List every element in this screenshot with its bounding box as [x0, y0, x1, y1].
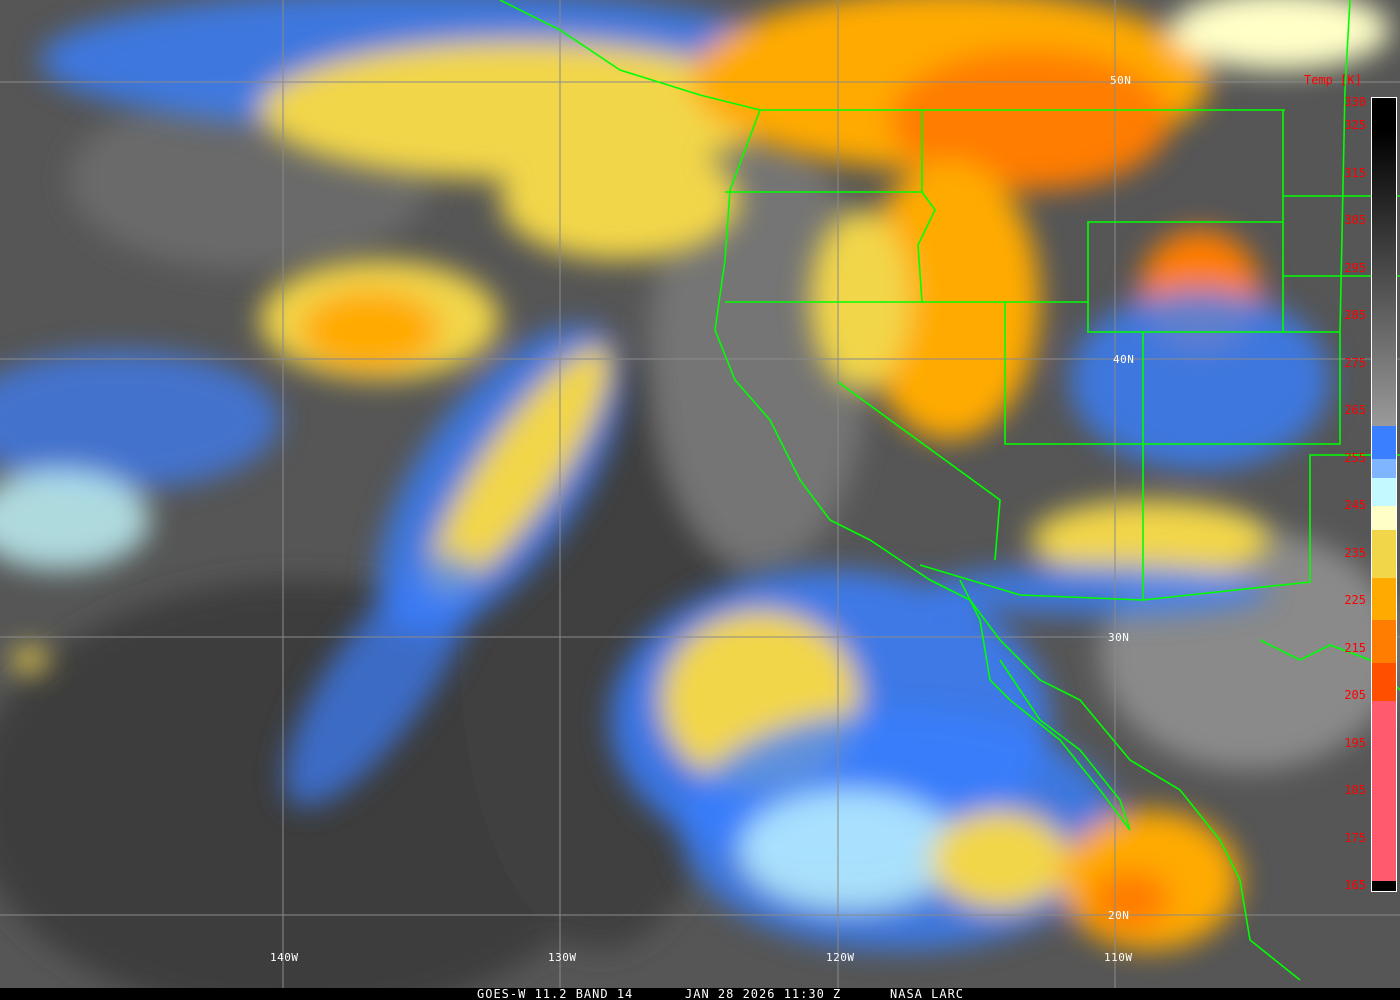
colorbar-tick-label: 330: [1344, 95, 1366, 109]
colorbar-tick-label: 235: [1344, 545, 1366, 560]
colorbar-tick-label: 245: [1344, 498, 1366, 513]
colorbar-tick-label: 205: [1344, 688, 1366, 703]
colorbar-segment: [1372, 425, 1396, 459]
colorbar-segment: [1372, 577, 1396, 621]
colorbar-segment: [1372, 458, 1396, 478]
colorbar-tick-label: 185: [1344, 783, 1366, 798]
colorbar-segment: [1372, 620, 1396, 664]
colorbar-segment: [1372, 701, 1396, 882]
image-caption: GOES-W 11.2 BAND 14 JAN 28 2026 11:30 Z …: [0, 988, 1400, 1000]
baja-coast: [959, 579, 1131, 831]
colorbar-segment: [1372, 530, 1396, 578]
colorbar-segment: [1372, 506, 1396, 531]
temperature-colorbar: [1371, 97, 1397, 892]
colorbar-segment: [1372, 477, 1396, 507]
colorbar-title: Temp [K]: [1304, 73, 1362, 87]
colorbar-tick-label: 285: [1344, 308, 1366, 323]
lat-label-40n: 40N: [1113, 353, 1135, 366]
colorbar-tick-label: 175: [1344, 830, 1366, 845]
colorbar-tick-label: 265: [1344, 403, 1366, 418]
lon-label-110w: 110W: [1104, 951, 1133, 964]
colorbar-tick-label: 195: [1344, 735, 1366, 750]
lat-label-30n: 30N: [1108, 631, 1130, 644]
colorbar-tick-label: 165: [1344, 878, 1366, 893]
colorbar-tick-label: 225: [1344, 593, 1366, 608]
lat-label-50n: 50N: [1110, 74, 1132, 87]
colorbar-tick-label: 275: [1344, 355, 1366, 370]
colorbar-tick-label: 255: [1344, 450, 1366, 465]
lon-label-120w: 120W: [826, 951, 855, 964]
political-borders: [499, 0, 1400, 981]
caption-satellite: GOES-W 11.2 BAND 14: [477, 987, 634, 1000]
cloud-tops: [0, 0, 1390, 950]
colorbar-segment: [1372, 98, 1396, 426]
lon-label-130w: 130W: [548, 951, 577, 964]
colorbar-tick-label: 215: [1344, 640, 1366, 655]
colorbar-tick-label: 305: [1344, 213, 1366, 228]
caption-credit: NASA LARC: [890, 987, 965, 1000]
lat-label-20n: 20N: [1108, 909, 1130, 922]
colorbar-tick-label: 325: [1344, 118, 1366, 133]
colorbar-segment: [1372, 663, 1396, 702]
caption-datetime: JAN 28 2026 11:30 Z: [685, 987, 842, 1000]
colorbar-tick-label: 295: [1344, 260, 1366, 275]
lon-label-140w: 140W: [270, 951, 299, 964]
colorbar-tick-label: 315: [1344, 165, 1366, 180]
